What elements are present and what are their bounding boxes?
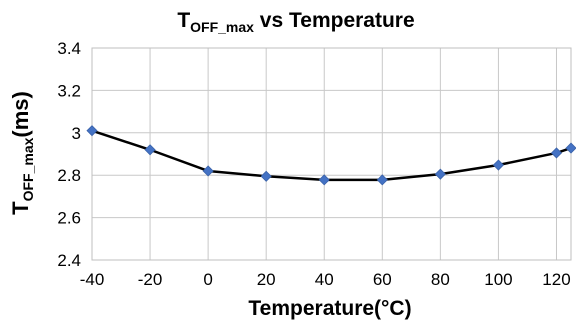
chart-title-subscript: OFF_max (190, 19, 254, 35)
data-point-marker (260, 170, 272, 182)
x-axis-ticks: -40 -20 0 20 40 60 80 100 120 (80, 270, 571, 289)
data-point-marker (565, 142, 576, 154)
chart-title-main: T (177, 9, 190, 32)
x-axis-label: Temperature(°C) (248, 297, 411, 320)
y-tick-label: 3.4 (57, 39, 81, 58)
data-point-marker (376, 174, 388, 186)
series-line-path (91, 129, 572, 182)
data-point-marker (202, 165, 214, 177)
y-tick-label: 2.4 (57, 251, 81, 270)
x-tick-label: 0 (203, 270, 212, 289)
series-markers (86, 125, 576, 186)
y-tick-label: 3.2 (57, 81, 81, 100)
chart-title: TOFF_max vs Temperature (177, 9, 414, 35)
y-axis-ticks: 2.4 2.6 2.8 3 3.2 3.4 (57, 39, 81, 270)
x-tick-label: 40 (315, 270, 334, 289)
plot-area (91, 47, 572, 261)
y-tick-label: 2.6 (57, 209, 81, 228)
y-axis-label-rest: (ms) (8, 91, 33, 137)
x-tick-label: 80 (431, 270, 450, 289)
x-tick-label: 20 (257, 270, 276, 289)
x-tick-label: 100 (484, 270, 512, 289)
y-axis-label: TOFF_max(ms) (8, 91, 36, 215)
x-tick-label: 120 (542, 270, 570, 289)
y-axis-label-subscript: OFF_max (20, 137, 36, 201)
y-axis-label-main: T (8, 201, 33, 215)
data-point-marker (434, 168, 446, 180)
x-tick-label: -20 (138, 270, 163, 289)
data-point-marker (318, 174, 330, 186)
data-point-marker (550, 147, 563, 159)
data-point-marker (144, 144, 156, 156)
y-tick-label: 3 (72, 124, 81, 143)
chart-title-rest: vs Temperature (254, 9, 415, 32)
data-point-marker (492, 159, 504, 171)
data-point-marker (86, 125, 98, 137)
y-tick-label: 2.8 (57, 166, 81, 185)
x-tick-label: 60 (373, 270, 392, 289)
x-tick-label: -40 (80, 270, 105, 289)
series-line (91, 129, 572, 182)
